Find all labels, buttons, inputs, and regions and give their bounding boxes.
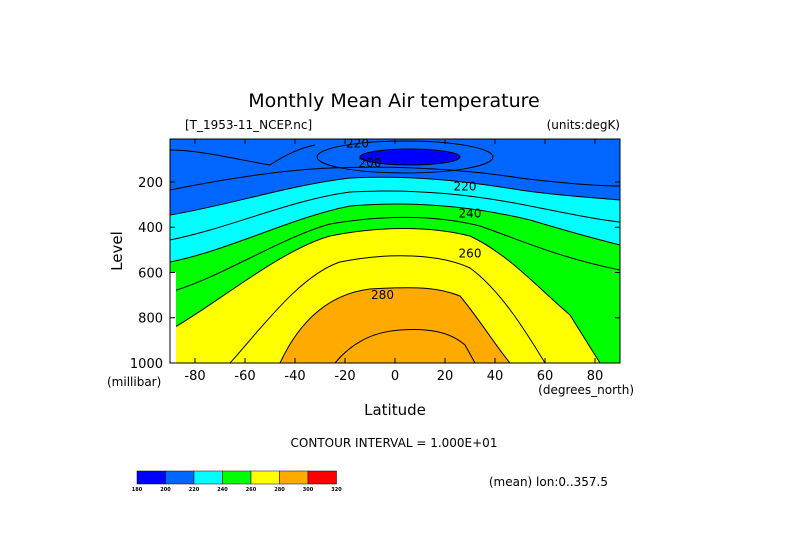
contour-line	[170, 144, 316, 166]
contour-line	[170, 203, 620, 263]
contour-label: 200	[359, 156, 382, 170]
contour-label: 260	[459, 246, 482, 260]
x-tick-label: -80	[184, 369, 205, 384]
colorbar-swatch	[136, 470, 166, 485]
colorbar-swatch	[165, 470, 195, 485]
chart-title: Monthly Mean Air temperature	[248, 90, 539, 112]
colorbar-swatch	[279, 470, 309, 485]
contour-label: 280	[371, 288, 394, 302]
colorbar-tick-label: 180	[132, 487, 143, 493]
colorbar-swatch	[193, 470, 223, 485]
colorbar-tick-label: 320	[331, 487, 342, 493]
x-tick-label: 0	[391, 369, 399, 384]
contour-line	[359, 148, 461, 166]
contour-line	[170, 228, 601, 363]
x-axis-unit: (degrees_north)	[538, 383, 634, 397]
x-axis: -80 -60 -40 -20 0 20 40 60 80	[184, 139, 603, 384]
x-tick-label: 20	[437, 369, 454, 384]
contour-line	[334, 329, 476, 363]
colorbar-tick-label: 280	[274, 487, 285, 493]
x-tick-label: -20	[334, 369, 355, 384]
contour-label: 240	[459, 207, 482, 221]
y-axis: 200 400 600 800 1000	[130, 176, 620, 372]
source-label: [T_1953-11_NCEP.nc]	[185, 118, 312, 132]
contour-line	[170, 216, 620, 293]
x-tick-label: 80	[587, 369, 604, 384]
contour-labels: 220 200 220 240 260 280	[346, 137, 481, 303]
colorbar-swatch	[307, 470, 337, 485]
y-tick-label: 400	[138, 221, 163, 236]
colorbar-tick-label: 300	[303, 487, 314, 493]
colorbar-tick-label: 200	[160, 487, 171, 493]
colorbar-swatch	[222, 470, 252, 485]
x-axis-label: Latitude	[364, 401, 426, 419]
units-label: (units:degK)	[547, 118, 620, 132]
contour-line	[170, 166, 620, 191]
contour-line	[170, 190, 620, 241]
y-tick-label: 600	[138, 266, 163, 281]
contour-label: 220	[454, 180, 477, 194]
colorbar-tick-label: 260	[246, 487, 257, 493]
colorbar-swatch	[250, 470, 280, 485]
x-tick-label: 60	[537, 369, 554, 384]
y-tick-label: 1000	[130, 357, 163, 372]
contour-line	[316, 140, 494, 174]
contour-line	[229, 255, 546, 363]
footnote: (mean) lon:0..357.5	[489, 475, 608, 489]
y-axis-unit: (millibar)	[107, 375, 161, 389]
contour-label: 220	[346, 137, 369, 151]
contour-lines	[170, 140, 620, 363]
x-tick-label: 40	[487, 369, 504, 384]
contour-line	[170, 176, 620, 216]
x-tick-label: -40	[284, 369, 305, 384]
y-tick-label: 800	[138, 312, 163, 327]
y-tick-label: 200	[138, 176, 163, 191]
contour-interval: CONTOUR INTERVAL = 1.000E+01	[291, 436, 498, 450]
temperature-field	[170, 139, 620, 363]
colorbar-tick-label: 220	[189, 487, 200, 493]
contour-line	[279, 287, 511, 363]
x-tick-label: -60	[234, 369, 255, 384]
band-180-200	[360, 149, 460, 165]
band-280-300	[280, 287, 510, 363]
colorbar-tick-label: 240	[217, 487, 228, 493]
y-axis-label: Level	[108, 231, 126, 271]
colorbar: 180 200 220 240 260 280 300 320	[132, 470, 342, 493]
